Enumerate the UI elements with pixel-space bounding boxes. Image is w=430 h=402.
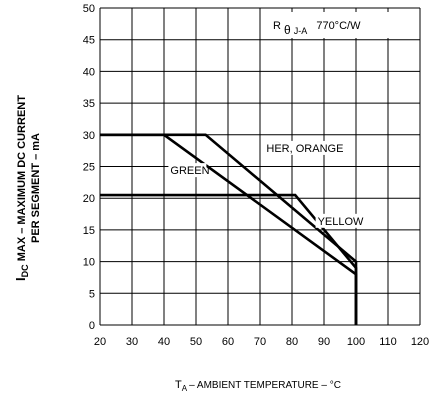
y-tick-label-0: 0 [89, 320, 95, 332]
x-axis-label-rest: – AMBIENT TEMPERATURE – °C [189, 380, 341, 391]
y-tick-label-30: 30 [83, 130, 95, 142]
x-axis-label-prefix: T [175, 379, 182, 391]
series-label-her-orange: HER, ORANGE [266, 143, 343, 155]
x-tick-label-110: 110 [379, 336, 397, 348]
y-tick-label-45: 45 [83, 35, 95, 47]
series-lines [100, 133, 358, 325]
series-label-bg-her-orange [264, 140, 344, 155]
x-tick-label-50: 50 [190, 336, 202, 348]
y-tick-label-40: 40 [83, 66, 95, 78]
y-axis-label: IDC MAX – MAXIMUM DC CURRENT PER SEGMENT… [13, 95, 42, 281]
rthermal-theta: θ [284, 23, 291, 37]
x-tick-label-90: 90 [318, 336, 330, 348]
x-tick-label-80: 80 [286, 336, 298, 348]
x-tick-label-60: 60 [222, 336, 234, 348]
y-tick-label-15: 15 [83, 225, 95, 237]
x-tick-label-30: 30 [126, 336, 138, 348]
x-tick-label-120: 120 [411, 336, 429, 348]
tick-labels: 20 30 40 50 60 70 80 90 100 110 120 0 5 10 15 20 25 30 35 4… [83, 3, 429, 348]
rthermal-value: 770°C/W [316, 20, 361, 32]
rthermal-sub: J-A [294, 26, 308, 36]
y-tick-label-10: 10 [83, 257, 95, 269]
y-tick-label-25: 25 [83, 162, 95, 174]
series-labels: HER, ORANGE GREEN YELLOW [168, 140, 364, 228]
series-label-bg-yellow [315, 213, 361, 228]
x-axis-label-sub: A [182, 384, 188, 393]
rthermal-prefix: R [273, 20, 281, 32]
y-tick-label-5: 5 [89, 288, 95, 300]
x-axis-label: TA – AMBIENT TEMPERATURE – °C [175, 379, 341, 393]
y-axis-label-rest: MAX – MAXIMUM DC CURRENT [16, 95, 28, 265]
y-tick-label-35: 35 [83, 98, 95, 110]
grid-lines [99, 7, 421, 326]
y-axis-label-line2: PER SEGMENT – mA [30, 133, 42, 243]
x-tick-label-40: 40 [158, 336, 170, 348]
y-tick-label-50: 50 [83, 3, 95, 15]
y-tick-label-20: 20 [83, 193, 95, 205]
x-tick-label-70: 70 [254, 336, 266, 348]
series-label-bg-green [168, 163, 207, 178]
svg-text:IDC MAX – MAXIMUM DC CURRENT: IDC MAX – MAXIMUM DC CURRENT [13, 95, 30, 281]
series-label-yellow: YELLOW [318, 216, 364, 228]
annotation-background [286, 12, 408, 38]
rthermal-annotation: R θ J-A 770°C/W [273, 20, 361, 37]
series-line-yellow [100, 193, 358, 325]
y-axis-label-sub: DC [20, 264, 30, 277]
x-tick-label-100: 100 [347, 336, 365, 348]
series-label-green: GREEN [170, 165, 209, 177]
x-tick-label-20: 20 [94, 336, 106, 348]
y-axis-label-prefix: I [13, 277, 28, 281]
